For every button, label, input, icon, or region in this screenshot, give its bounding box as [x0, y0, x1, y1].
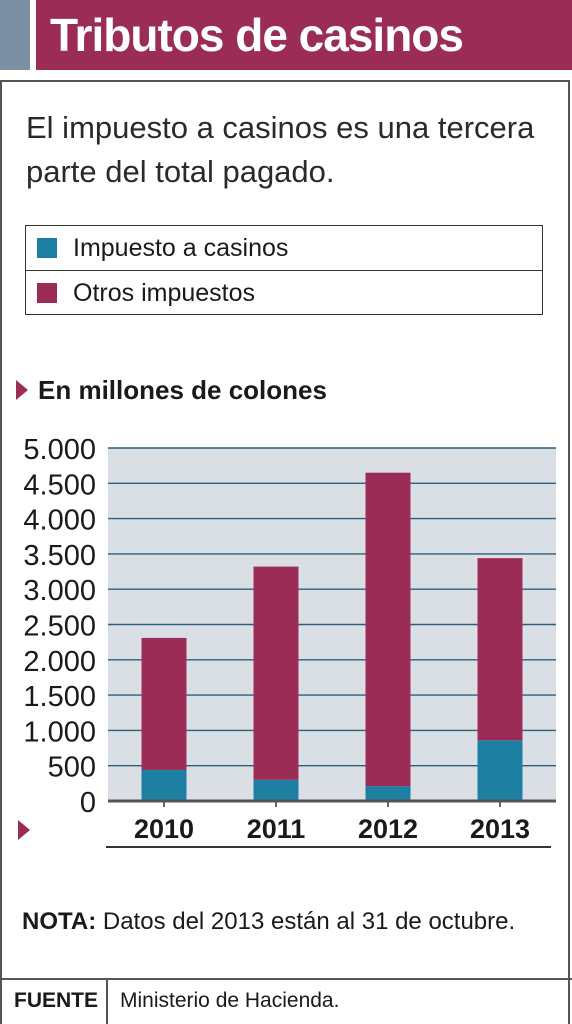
- y-tick-label: 0: [80, 787, 96, 819]
- x-tick-label-2010: 2010: [134, 814, 194, 844]
- note-label: NOTA:: [22, 908, 97, 935]
- y-tick-label: 1.500: [23, 681, 96, 713]
- x-tick-label-2011: 2011: [247, 814, 306, 844]
- note-text: Datos del 2013 están al 31 de octubre.: [102, 908, 516, 935]
- y-tick-label: 4.500: [23, 469, 96, 501]
- y-tick-label: 1.000: [23, 716, 96, 748]
- y-tick-label: 5.000: [23, 434, 96, 466]
- bar-2011-otros: [253, 566, 299, 780]
- chart-subtitle: El impuesto a casinos es una tercera par…: [26, 110, 535, 189]
- y-tick-label: 3.500: [23, 540, 96, 572]
- page-title: Tributos de casinos: [50, 9, 464, 61]
- bar-2011-casinos: [253, 779, 299, 801]
- legend-item-casinos: Impuesto a casinos: [26, 226, 542, 270]
- y-tick-label: 3.000: [23, 575, 96, 607]
- y-tick-label: 500: [48, 752, 96, 784]
- bar-2012-otros: [365, 472, 411, 787]
- legend-swatch-otros: [37, 283, 57, 303]
- footer-label: FUENTE: [14, 989, 98, 1012]
- footer: FUENTE Ministerio de Hacienda.: [0, 978, 572, 1024]
- legend-label-otros: Otros impuestos: [73, 279, 256, 307]
- footer-divider: [106, 980, 108, 1024]
- axis-triangle-marker-icon: [18, 820, 30, 840]
- bar-2013-otros: [477, 558, 523, 741]
- bar-2013-casinos: [477, 740, 523, 801]
- x-tick-label-2013: 2013: [470, 814, 530, 844]
- note: NOTA: Datos del 2013 están al 31 de octu…: [22, 904, 515, 940]
- header-accent-bar: [0, 0, 30, 70]
- chart-legend: Impuesto a casinos Otros impuestos: [25, 225, 543, 315]
- bar-2012-casinos: [365, 786, 411, 801]
- legend-item-otros: Otros impuestos: [26, 270, 542, 315]
- y-tick-label: 2.500: [23, 611, 96, 643]
- legend-swatch-casinos: [37, 238, 57, 258]
- x-axis-rule: [106, 846, 551, 848]
- triangle-marker-icon: [16, 380, 28, 400]
- bar-2010-otros: [141, 637, 187, 770]
- y-tick-label: 2.000: [23, 646, 96, 678]
- legend-label-casinos: Impuesto a casinos: [73, 234, 289, 262]
- unit-label: En millones de colones: [38, 375, 327, 405]
- y-tick-label: 4.000: [23, 505, 96, 537]
- footer-source: Ministerio de Hacienda.: [120, 989, 340, 1012]
- header-banner: Tributos de casinos: [36, 0, 572, 70]
- x-tick-label-2012: 2012: [358, 814, 418, 844]
- content-frame: [0, 80, 570, 1024]
- bar-2010-casinos: [141, 769, 187, 801]
